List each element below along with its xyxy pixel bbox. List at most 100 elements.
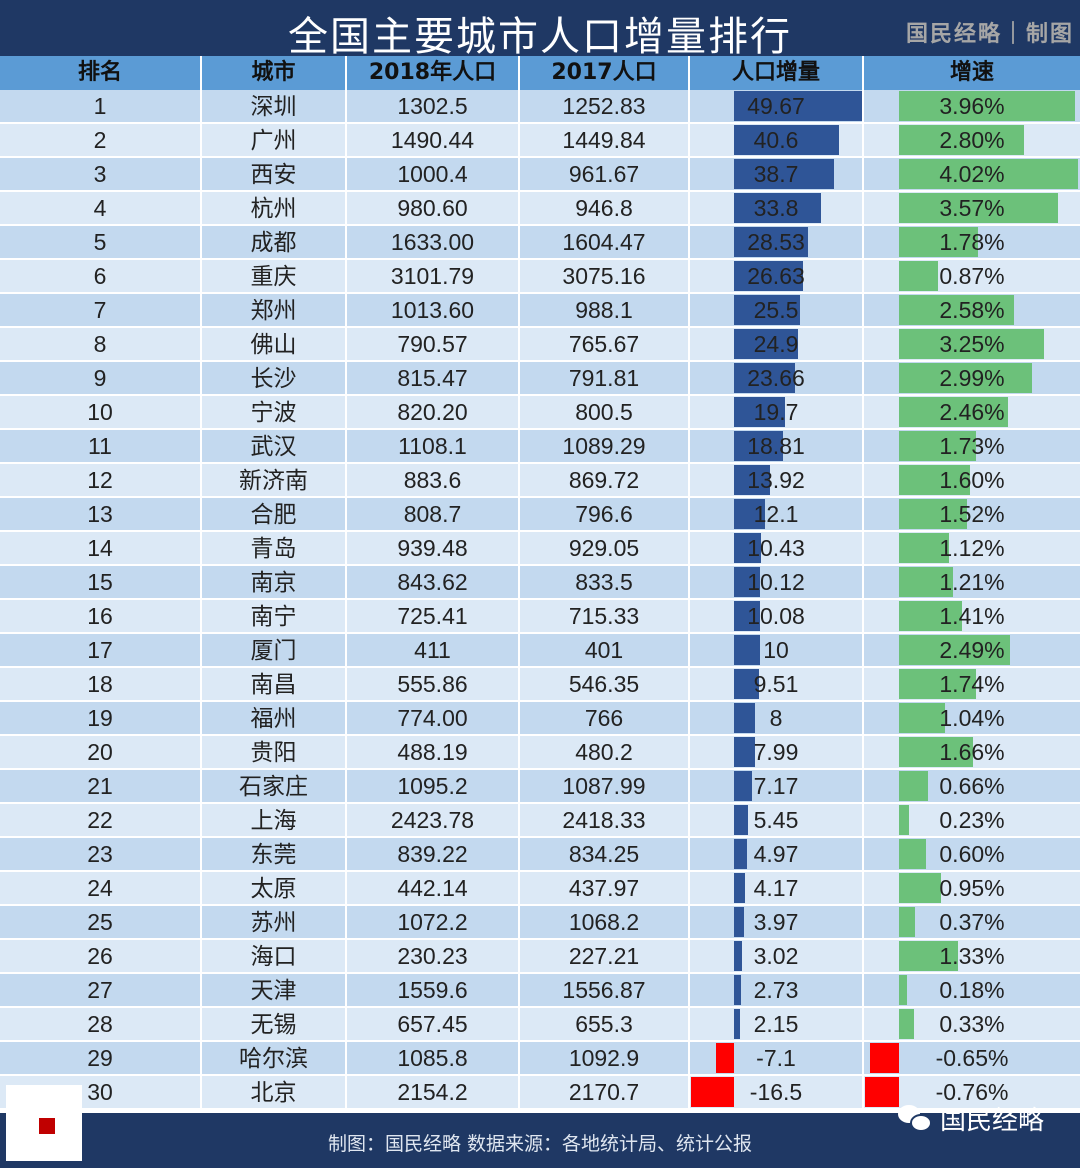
growth-bar	[899, 363, 1033, 393]
cell-value: 800.5	[575, 399, 633, 425]
cell-value: 820.20	[397, 399, 468, 425]
cell-col-rank: 20	[0, 736, 202, 768]
cell-value: 23	[87, 841, 113, 867]
table-row: 6 重庆 3101.79 3075.16 26.63 0.87%	[0, 260, 1080, 294]
cell-col-pop-2018: 2423.78	[347, 804, 520, 836]
cell-value: 14	[87, 535, 113, 561]
cell-value: 1092.9	[568, 1045, 640, 1071]
cell-value: 1490.44	[390, 127, 475, 153]
cell-value: 4	[93, 195, 107, 221]
cell-value: 福州	[250, 705, 297, 731]
cell-value: 28.53	[747, 229, 805, 255]
cell-value: 北京	[250, 1079, 297, 1105]
cell-col-increase: 49.67	[690, 90, 864, 122]
cell-col-increase: 4.17	[690, 872, 864, 904]
cell-value: 657.45	[397, 1011, 468, 1037]
cell-value: 8	[769, 705, 783, 731]
increase-bar	[734, 193, 822, 223]
cell-col-city: 新济南	[202, 464, 347, 496]
cell-col-pop-2017: 800.5	[520, 396, 690, 428]
growth-bar	[899, 295, 1014, 325]
cell-col-pop-2018: 1000.4	[347, 158, 520, 190]
cell-value: 1.04%	[939, 705, 1005, 731]
cell-value: 7	[93, 297, 107, 323]
cell-col-increase: 10.08	[690, 600, 864, 632]
cell-col-city: 广州	[202, 124, 347, 156]
cell-col-increase: 4.97	[690, 838, 864, 870]
cell-value: 石家庄	[239, 773, 308, 799]
cell-col-rank: 5	[0, 226, 202, 258]
cell-value: 1072.2	[397, 909, 468, 935]
title-bar: 全国主要城市人口增量排行 国民经略｜制图	[0, 0, 1080, 60]
cell-value: -16.5	[749, 1079, 803, 1105]
cell-value: 480.2	[575, 739, 633, 765]
cell-col-growth: 1.33%	[864, 940, 1080, 972]
cell-col-pop-2017: 869.72	[520, 464, 690, 496]
cell-col-pop-2017: 961.67	[520, 158, 690, 190]
cell-value: 946.8	[575, 195, 633, 221]
cell-col-pop-2017: 715.33	[520, 600, 690, 632]
cell-col-city: 厦门	[202, 634, 347, 666]
cell-value: 1068.2	[568, 909, 640, 935]
cell-col-growth: 1.78%	[864, 226, 1080, 258]
cell-col-rank: 8	[0, 328, 202, 360]
growth-bar	[899, 397, 1009, 427]
cell-col-pop-2018: 939.48	[347, 532, 520, 564]
cell-value: 10.12	[747, 569, 805, 595]
cell-col-growth: 1.41%	[864, 600, 1080, 632]
cell-col-rank: 1	[0, 90, 202, 122]
cell-value: 8	[93, 331, 107, 357]
increase-bar	[734, 159, 834, 189]
cell-col-rank: 23	[0, 838, 202, 870]
increase-bar	[734, 91, 863, 121]
cell-value: 1087.99	[562, 773, 646, 799]
cell-col-city: 青岛	[202, 532, 347, 564]
footer: 制图：国民经略 数据来源：各地统计局、统计公报	[0, 1113, 1080, 1168]
cell-value: 19	[87, 705, 113, 731]
cell-value: 4.97	[753, 841, 799, 867]
cell-value: 杭州	[250, 195, 297, 221]
cell-value: 961.67	[568, 161, 640, 187]
increase-bar	[734, 533, 761, 563]
increase-bar	[734, 737, 755, 767]
wechat-icon	[897, 1104, 932, 1133]
cell-col-pop-2018: 725.41	[347, 600, 520, 632]
increase-bar	[734, 329, 799, 359]
cell-col-increase: 13.92	[690, 464, 864, 496]
cell-value: 843.62	[397, 569, 468, 595]
growth-bar	[899, 91, 1076, 121]
cell-col-pop-2017: 988.1	[520, 294, 690, 326]
cell-value: 2	[93, 127, 107, 153]
increase-bar	[734, 839, 747, 869]
increase-bar	[734, 635, 760, 665]
cell-value: 1.66%	[939, 739, 1005, 765]
cell-value: 411	[414, 637, 451, 663]
table-row: 17 厦门 411 401 10 2.49%	[0, 634, 1080, 668]
growth-bar	[865, 1077, 899, 1107]
cell-col-pop-2017: 765.67	[520, 328, 690, 360]
cell-col-pop-2017: 480.2	[520, 736, 690, 768]
cell-col-pop-2017: 796.6	[520, 498, 690, 530]
data-source: 制图：国民经略 数据来源：各地统计局、统计公报	[327, 1133, 753, 1155]
table-row: 9 长沙 815.47 791.81 23.66 2.99%	[0, 362, 1080, 396]
cell-col-pop-2017: 946.8	[520, 192, 690, 224]
cell-value: 13.92	[747, 467, 805, 493]
cell-value: 4.02%	[939, 161, 1005, 187]
cell-value: -0.76%	[935, 1079, 1009, 1105]
cell-value: 227.21	[568, 943, 640, 969]
cell-col-pop-2018: 1095.2	[347, 770, 520, 802]
cell-value: 1	[93, 93, 107, 119]
table-row: 21 石家庄 1095.2 1087.99 7.17 0.66%	[0, 770, 1080, 804]
cell-col-growth: 1.12%	[864, 532, 1080, 564]
cell-value: 26.63	[747, 263, 805, 289]
cell-value: 16	[87, 603, 113, 629]
cell-value: 1.73%	[939, 433, 1005, 459]
cell-col-growth: 0.60%	[864, 838, 1080, 870]
cell-col-city: 太原	[202, 872, 347, 904]
cell-value: 2154.2	[397, 1079, 468, 1105]
cell-col-city: 南京	[202, 566, 347, 598]
cell-col-rank: 11	[0, 430, 202, 462]
increase-bar	[734, 907, 745, 937]
cell-value: 西安	[250, 161, 297, 187]
cell-col-pop-2018: 815.47	[347, 362, 520, 394]
